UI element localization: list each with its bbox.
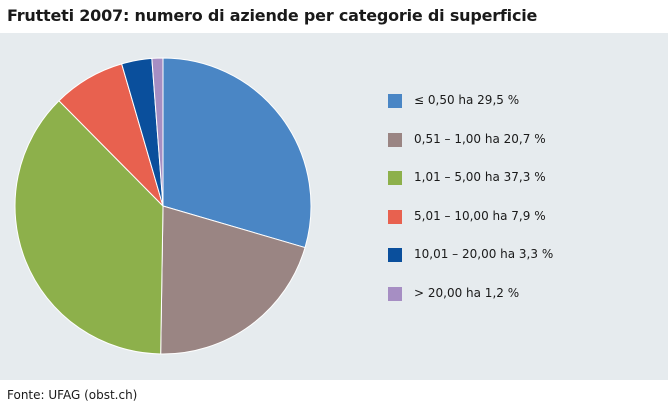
- source-note: Fonte: UFAG (obst.ch): [7, 388, 138, 402]
- legend-label-2: 1,01 – 5,00 ha 37,3 %: [414, 170, 546, 184]
- legend-label-4: 10,01 – 20,00 ha 3,3 %: [414, 247, 554, 261]
- legend-swatch-3: [388, 209, 402, 224]
- legend-label-5: > 20,00 ha 1,2 %: [414, 285, 520, 300]
- legend-swatch-0: [388, 94, 402, 108]
- pie-chart: [14, 57, 312, 355]
- legend-label-0: ≤ 0,50 ha 29,5 %: [414, 93, 520, 107]
- pie-slice-1: [160, 205, 306, 355]
- legend-swatch-2: [388, 171, 402, 185]
- chart-title: Frutteti 2007: numero di aziende per cat…: [7, 6, 538, 25]
- legend-swatch-4: [388, 248, 402, 262]
- legend-swatch-5: [388, 286, 402, 301]
- pie-slice-5: [151, 57, 164, 207]
- pie-slice-2: [14, 100, 164, 355]
- legend-label-1: 0,51 – 1,00 ha 20,7 %: [414, 131, 546, 146]
- plot-area: ≤ 0,50 ha 29,5 % 0,51 – 1,00 ha 20,7 % 1,0…: [0, 33, 668, 380]
- legend-label-3: 5,01 – 10,00 ha 7,9 %: [414, 208, 546, 223]
- title-bar: Frutteti 2007: numero di aziende per cat…: [0, 0, 668, 33]
- pie-slice-0: [162, 57, 312, 249]
- legend-swatch-1: [388, 132, 402, 147]
